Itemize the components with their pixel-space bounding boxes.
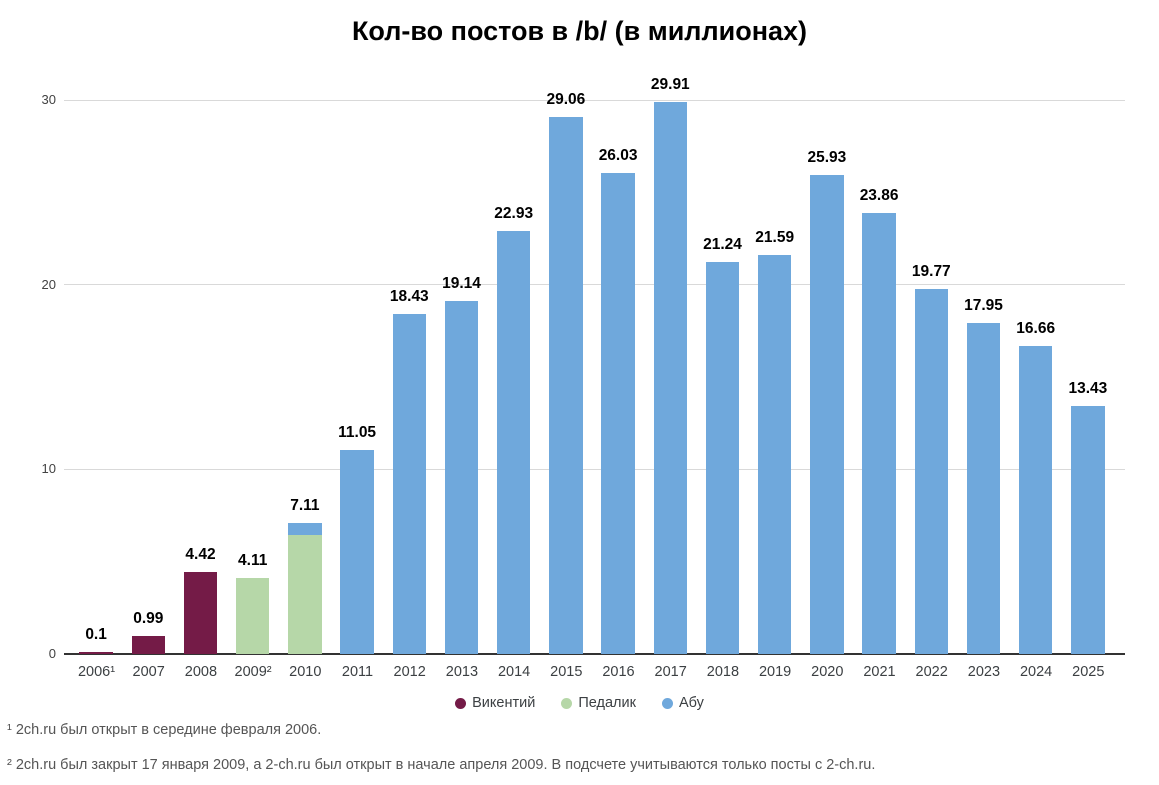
- footnote-2: ² 2ch.ru был закрыт 17 января 2009, а 2-…: [7, 757, 876, 773]
- bar-2016-Абу: [601, 173, 635, 654]
- x-axis-tick-label: 2020: [811, 664, 844, 680]
- bar-2010-Абу: [288, 522, 322, 535]
- x-axis-tick-label: 2021: [863, 664, 896, 680]
- bar-value-label: 4.11: [238, 552, 268, 570]
- bar-2007-Викентий: [131, 635, 166, 654]
- chart-title: Кол-во постов в /b/ (в миллионах): [351, 16, 808, 46]
- bar-2017-Абу: [653, 101, 688, 654]
- gridline-30: [64, 99, 1125, 101]
- bar-value-label: 0.99: [133, 609, 164, 627]
- x-axis-tick-label: 2006¹: [77, 664, 116, 680]
- legend-item-Абу: Абу: [661, 695, 704, 711]
- legend-item-Педалик: Педалик: [561, 695, 636, 711]
- bar-value-label: 23.86: [859, 187, 899, 205]
- bar-2018-Абу: [705, 261, 740, 654]
- bar-value-label: 4.42: [185, 546, 216, 564]
- bar-2024-Абу: [1018, 346, 1053, 654]
- bar-value-label: 19.77: [911, 262, 951, 280]
- legend-label: Абу: [678, 695, 704, 711]
- x-axis-tick-label: 2014: [497, 664, 531, 680]
- gridline-10: [64, 468, 1125, 470]
- x-axis-tick-label: 2011: [341, 664, 374, 680]
- bar-2022-Абу: [914, 288, 949, 654]
- bar-2014-Абу: [496, 230, 531, 654]
- legend: Викентий Педалик Абу: [0, 695, 1159, 711]
- bar-2012-Абу: [392, 313, 427, 654]
- x-axis-tick-label: 2022: [915, 664, 948, 680]
- bar-2023-Абу: [966, 322, 1001, 654]
- y-axis-tick-label: 10: [41, 461, 56, 477]
- x-axis-tick-label: 2012: [393, 664, 426, 680]
- bar-value-label: 13.43: [1068, 379, 1108, 397]
- x-axis-tick-label: 2015: [550, 664, 583, 680]
- bar-value-label: 29.06: [546, 91, 586, 109]
- x-axis-tick-label: 2007: [132, 664, 165, 680]
- bar-2009²-Педалик: [235, 578, 270, 654]
- bar-value-label: 7.11: [290, 496, 320, 514]
- bar-value-label: 17.95: [964, 296, 1003, 314]
- bar-2010-Педалик: [288, 534, 322, 654]
- x-axis-line: [64, 653, 1125, 655]
- bar-value-label: 19.14: [442, 274, 481, 292]
- x-axis-tick-label: 2018: [706, 664, 740, 680]
- bar-2008-Викентий: [183, 572, 218, 654]
- x-axis-tick-label: 2019: [758, 664, 792, 680]
- bar-2020-Абу: [810, 175, 844, 654]
- legend-item-Викентий: Викентий: [455, 695, 535, 711]
- legend-swatch-icon: [661, 697, 673, 709]
- x-axis-tick-label: 2023: [967, 664, 1001, 680]
- bar-value-label: 11.05: [338, 423, 377, 441]
- x-axis-tick-label: 2013: [445, 664, 479, 680]
- bar-value-label: 29.91: [650, 75, 690, 93]
- x-axis-tick-label: 2009²: [234, 664, 272, 680]
- bar-2011-Абу: [340, 449, 374, 654]
- bar-value-label: 26.03: [598, 147, 638, 165]
- y-axis-tick-label: 0: [48, 646, 56, 661]
- x-axis-tick-label: 2025: [1072, 664, 1105, 680]
- x-axis-tick-label: 2010: [289, 664, 322, 680]
- legend-swatch-icon: [455, 697, 467, 709]
- gridline-20: [64, 284, 1125, 286]
- bar-value-label: 21.24: [703, 235, 742, 253]
- bar-value-label: 25.93: [807, 149, 847, 167]
- x-axis-tick-label: 2017: [654, 664, 687, 680]
- bar-2006¹-Викентий: [79, 652, 113, 654]
- bar-value-label: 22.93: [494, 204, 534, 222]
- bar-2019-Абу: [757, 255, 792, 654]
- x-axis-tick-label: 2008: [184, 664, 218, 680]
- bar-2015-Абу: [549, 117, 583, 654]
- legend-swatch-icon: [561, 697, 573, 709]
- y-axis-tick-label: 30: [41, 92, 56, 107]
- y-axis-tick-label: 20: [41, 276, 56, 292]
- legend-label: Педалик: [578, 695, 636, 711]
- bar-2013-Абу: [444, 300, 479, 654]
- bar-value-label: 18.43: [389, 287, 429, 305]
- bar-2025-Абу: [1071, 405, 1105, 654]
- bar-value-label: 16.66: [1016, 320, 1056, 338]
- bar-value-label: 21.59: [755, 229, 795, 247]
- bar-2021-Абу: [862, 213, 896, 654]
- x-axis-tick-label: 2024: [1019, 664, 1053, 680]
- footnote-1: ¹ 2ch.ru был открыт в середине февраля 2…: [7, 722, 322, 738]
- x-axis-tick-label: 2016: [602, 664, 635, 680]
- bar-value-label: 0.1: [85, 626, 107, 644]
- legend-label: Викентий: [472, 695, 536, 711]
